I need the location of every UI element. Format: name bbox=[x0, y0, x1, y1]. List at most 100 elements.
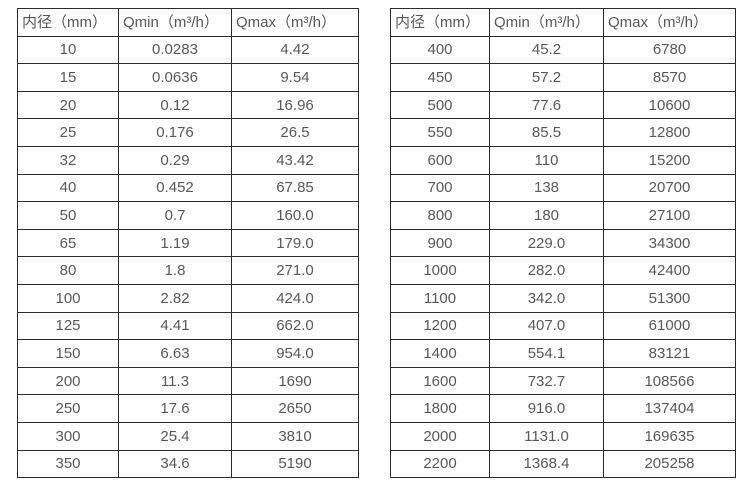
table-cell: 25 bbox=[17, 118, 119, 147]
table-cell: 108566 bbox=[603, 366, 736, 396]
table-cell: 1000 bbox=[390, 256, 490, 285]
table-cell: 342.0 bbox=[489, 283, 604, 313]
table-body: 400 45.2 6780 450 57.2 8570 500 77.6 10600 550 85.… bbox=[390, 35, 736, 479]
table-row: 900 229.0 34300 bbox=[390, 228, 736, 258]
table-row: 125 4.41 662.0 bbox=[17, 311, 359, 341]
table-cell: 1.8 bbox=[118, 256, 232, 285]
column-header: Qmin（m³/h） bbox=[489, 8, 604, 37]
table-row: 250 17.6 2650 bbox=[17, 394, 359, 423]
table-cell: 550 bbox=[390, 118, 490, 147]
column-header: Qmax（m³/h） bbox=[231, 8, 359, 37]
table-cell: 3810 bbox=[231, 421, 359, 451]
table-cell: 2000 bbox=[390, 421, 490, 451]
table-cell: 1800 bbox=[390, 394, 490, 423]
table-header-row: 内径（mm） Qmin（m³/h） Qmax（m³/h） bbox=[17, 8, 359, 37]
table-row: 100 2.82 424.0 bbox=[17, 283, 359, 313]
table-cell: 11.3 bbox=[118, 366, 232, 396]
table-cell: 700 bbox=[390, 173, 490, 203]
table-cell: 916.0 bbox=[489, 394, 604, 423]
table-cell: 0.452 bbox=[118, 173, 232, 203]
table-header-row: 内径（mm） Qmin（m³/h） Qmax（m³/h） bbox=[390, 8, 736, 37]
table-cell: 1100 bbox=[390, 283, 490, 313]
table-cell: 40 bbox=[17, 173, 119, 203]
table-cell: 662.0 bbox=[231, 311, 359, 341]
table-cell: 6780 bbox=[603, 35, 736, 65]
table-cell: 179.0 bbox=[231, 228, 359, 258]
table-row: 600 110 15200 bbox=[390, 145, 736, 175]
table-cell: 424.0 bbox=[231, 283, 359, 313]
table-cell: 600 bbox=[390, 145, 490, 175]
flow-table-large-diameters: 内径（mm） Qmin（m³/h） Qmax（m³/h） 400 45.2 6780 45… bbox=[390, 8, 736, 479]
table-row: 65 1.19 179.0 bbox=[17, 228, 359, 258]
table-cell: 350 bbox=[17, 449, 119, 479]
table-cell: 169635 bbox=[603, 421, 736, 451]
table-row: 1000 282.0 42400 bbox=[390, 256, 736, 285]
table-row: 150 6.63 954.0 bbox=[17, 339, 359, 368]
table-body: 10 0.0283 4.42 15 0.0636 9.54 20 0.12 16.96 25 0.1… bbox=[17, 35, 359, 479]
table-row: 20 0.12 16.96 bbox=[17, 90, 359, 120]
table-cell: 2200 bbox=[390, 449, 490, 479]
flow-table-small-diameters-container: 内径（mm） Qmin（m³/h） Qmax（m³/h） 10 0.0283 4.42 1… bbox=[17, 8, 359, 479]
table-cell: 43.42 bbox=[231, 145, 359, 175]
table-cell: 138 bbox=[489, 173, 604, 203]
table-row: 500 77.6 10600 bbox=[390, 90, 736, 120]
table-cell: 17.6 bbox=[118, 394, 232, 423]
table-cell: 0.29 bbox=[118, 145, 232, 175]
table-row: 200 11.3 1690 bbox=[17, 366, 359, 396]
table-cell: 407.0 bbox=[489, 311, 604, 341]
table-cell: 51300 bbox=[603, 283, 736, 313]
table-row: 2000 1131.0 169635 bbox=[390, 421, 736, 451]
table-cell: 0.0636 bbox=[118, 63, 232, 92]
table-cell: 900 bbox=[390, 228, 490, 258]
table-cell: 34300 bbox=[603, 228, 736, 258]
table-cell: 0.0283 bbox=[118, 35, 232, 65]
table-row: 1800 916.0 137404 bbox=[390, 394, 736, 423]
table-row: 1200 407.0 61000 bbox=[390, 311, 736, 341]
table-cell: 150 bbox=[17, 339, 119, 368]
table-cell: 6.63 bbox=[118, 339, 232, 368]
table-cell: 250 bbox=[17, 394, 119, 423]
table-row: 700 138 20700 bbox=[390, 173, 736, 203]
table-cell: 80 bbox=[17, 256, 119, 285]
table-cell: 0.176 bbox=[118, 118, 232, 147]
table-header-row: 内径（mm） Qmin（m³/h） Qmax（m³/h） bbox=[390, 8, 736, 37]
table-cell: 85.5 bbox=[489, 118, 604, 147]
table-row: 1600 732.7 108566 bbox=[390, 366, 736, 396]
column-header: Qmax（m³/h） bbox=[603, 8, 736, 37]
table-cell: 10 bbox=[17, 35, 119, 65]
column-header: 内径（mm） bbox=[17, 8, 119, 37]
table-cell: 45.2 bbox=[489, 35, 604, 65]
table-cell: 2.82 bbox=[118, 283, 232, 313]
table-row: 550 85.5 12800 bbox=[390, 118, 736, 147]
table-cell: 8570 bbox=[603, 63, 736, 92]
table-cell: 800 bbox=[390, 201, 490, 230]
table-cell: 15200 bbox=[603, 145, 736, 175]
table-row: 400 45.2 6780 bbox=[390, 35, 736, 65]
flow-table-large-diameters-container: 内径（mm） Qmin（m³/h） Qmax（m³/h） 400 45.2 6780 45… bbox=[390, 8, 736, 479]
table-cell: 450 bbox=[390, 63, 490, 92]
table-cell: 205258 bbox=[603, 449, 736, 479]
table-row: 1100 342.0 51300 bbox=[390, 283, 736, 313]
table-cell: 57.2 bbox=[489, 63, 604, 92]
table-cell: 27100 bbox=[603, 201, 736, 230]
table-cell: 1368.4 bbox=[489, 449, 604, 479]
table-row: 32 0.29 43.42 bbox=[17, 145, 359, 175]
table-cell: 229.0 bbox=[489, 228, 604, 258]
table-cell: 1600 bbox=[390, 366, 490, 396]
table-cell: 554.1 bbox=[489, 339, 604, 368]
column-header: Qmin（m³/h） bbox=[118, 8, 232, 37]
table-cell: 1.19 bbox=[118, 228, 232, 258]
table-cell: 50 bbox=[17, 201, 119, 230]
table-cell: 4.42 bbox=[231, 35, 359, 65]
table-cell: 20700 bbox=[603, 173, 736, 203]
table-cell: 34.6 bbox=[118, 449, 232, 479]
table-cell: 83121 bbox=[603, 339, 736, 368]
table-cell: 1690 bbox=[231, 366, 359, 396]
table-cell: 160.0 bbox=[231, 201, 359, 230]
table-cell: 61000 bbox=[603, 311, 736, 341]
column-header: 内径（mm） bbox=[390, 8, 490, 37]
table-cell: 180 bbox=[489, 201, 604, 230]
table-cell: 100 bbox=[17, 283, 119, 313]
table-cell: 732.7 bbox=[489, 366, 604, 396]
